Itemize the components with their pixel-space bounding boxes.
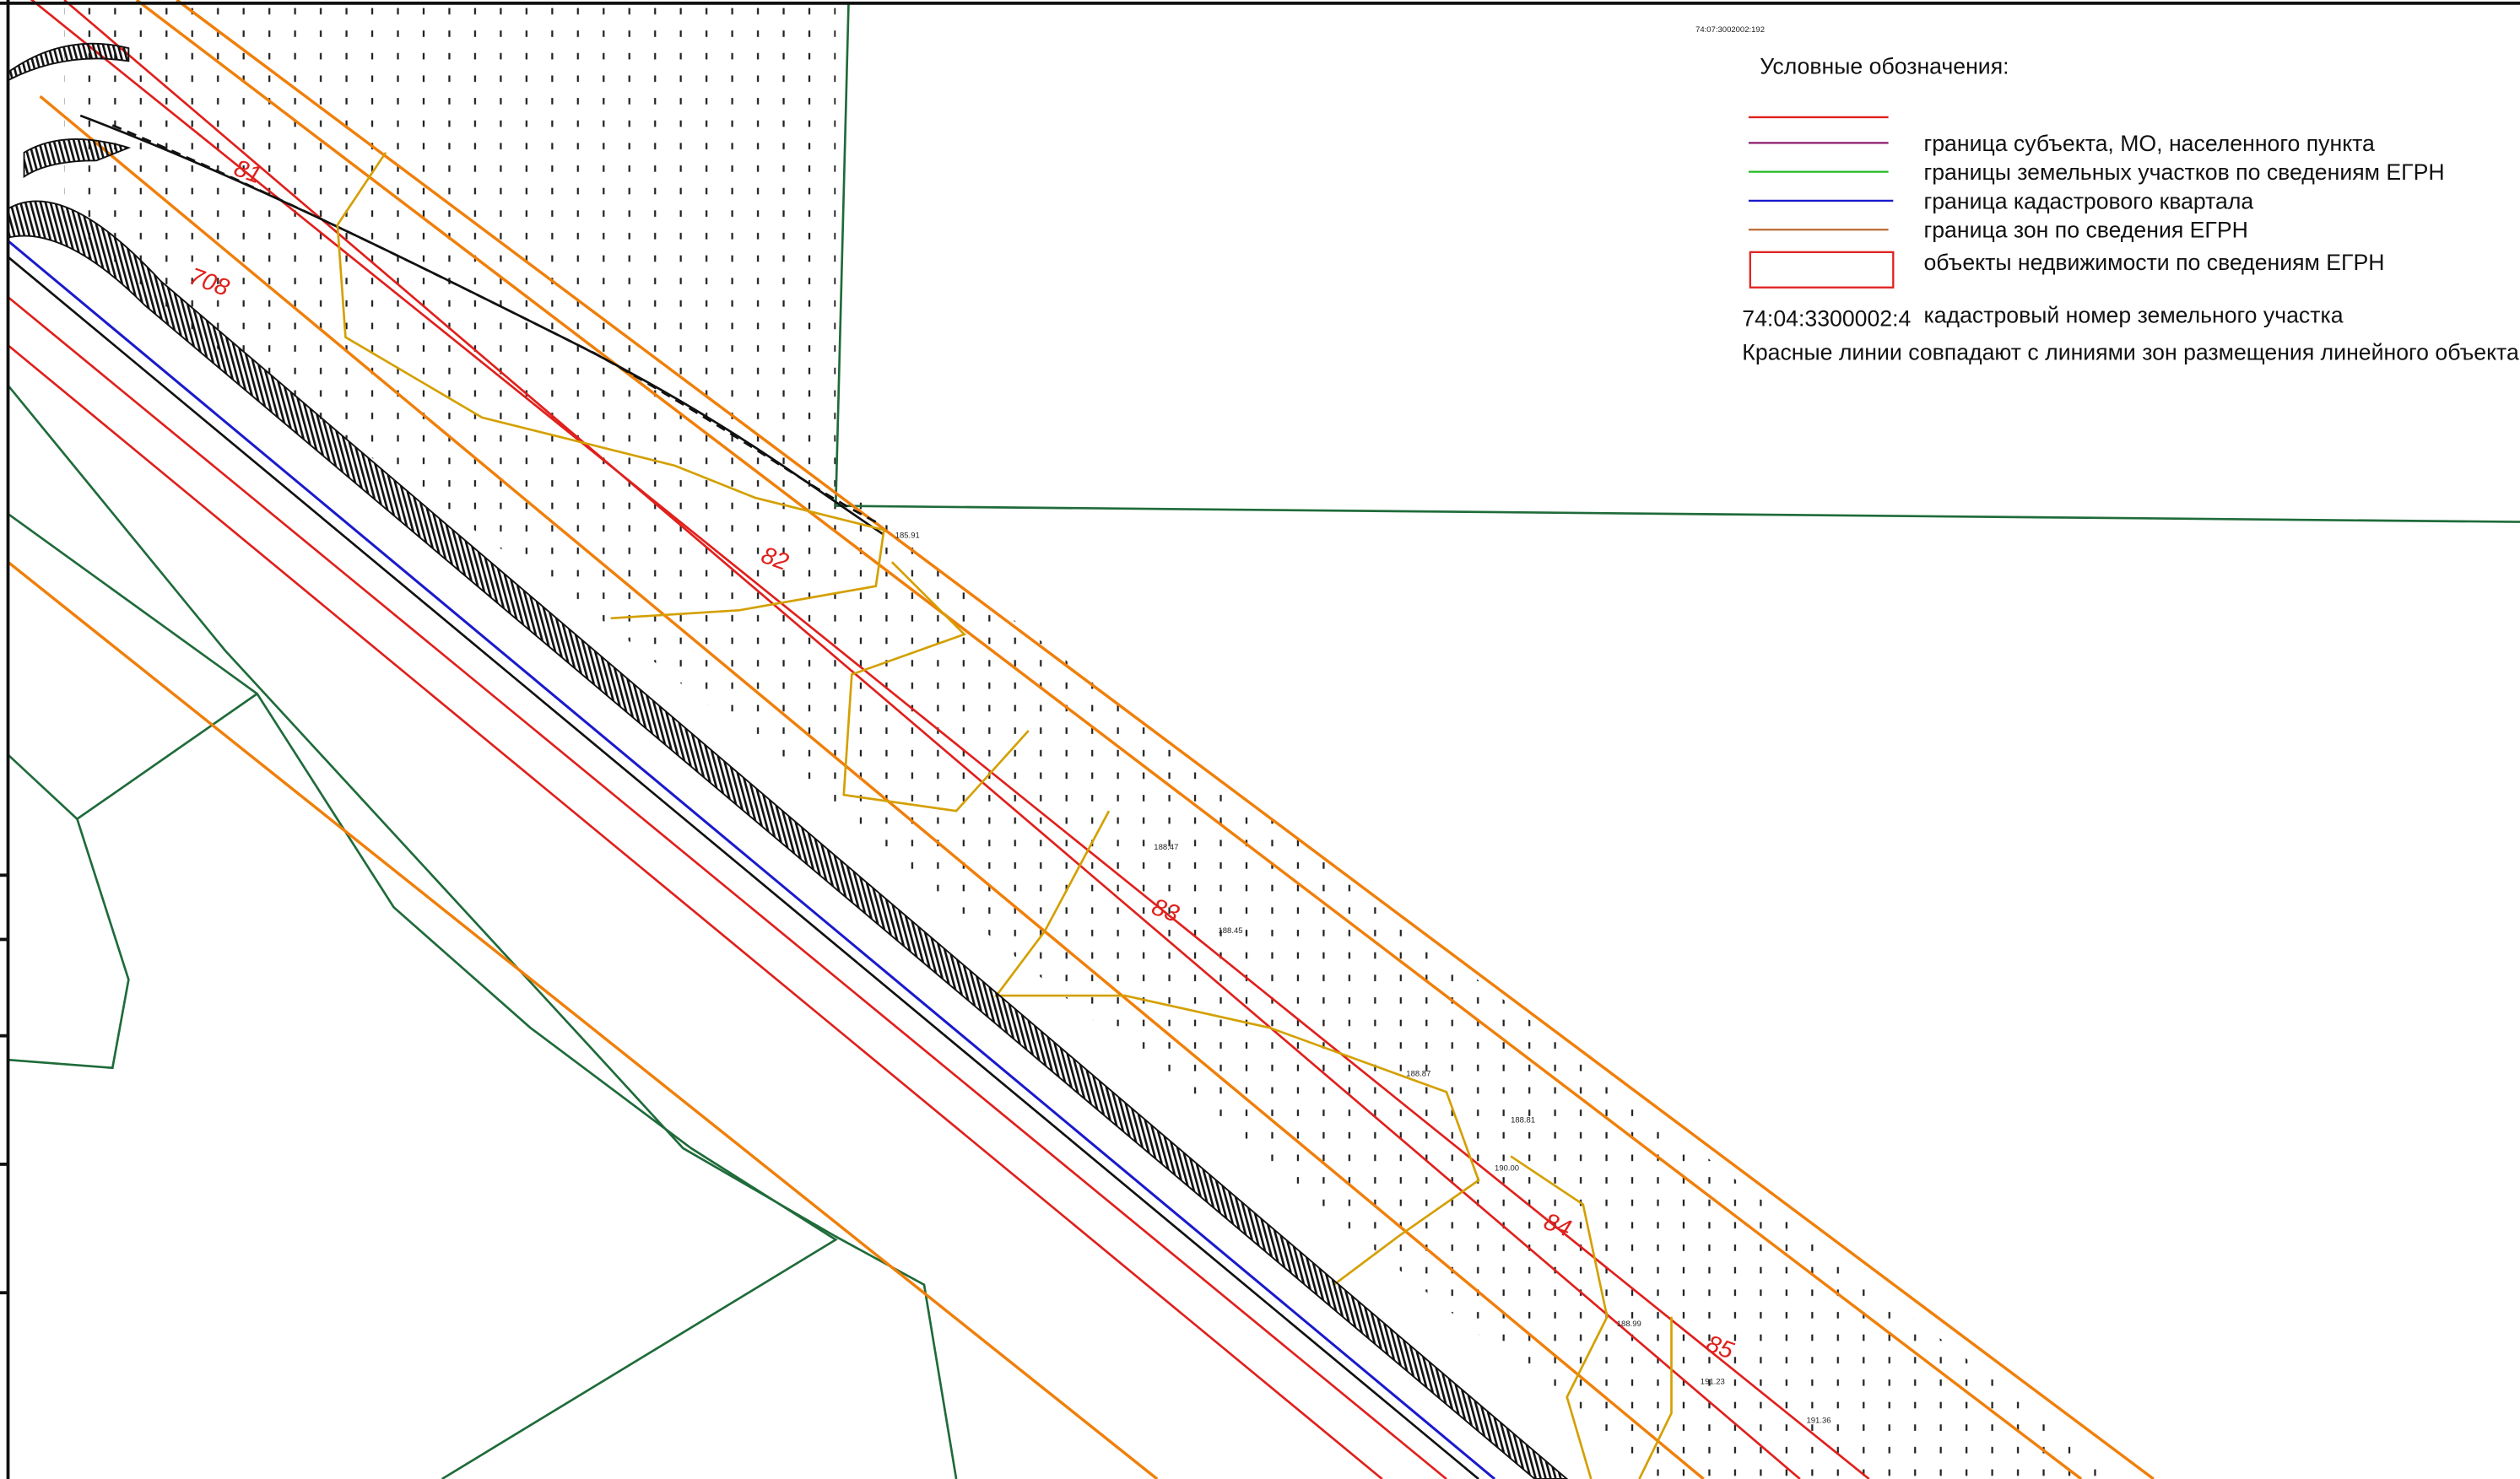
legend-item: границы земельных участков по сведениям … xyxy=(1923,159,2444,185)
elevation: 185.91 xyxy=(895,532,920,541)
legend-item: граница кадастрового квартала xyxy=(1923,188,2253,213)
slope xyxy=(7,200,1569,1479)
slope xyxy=(7,42,132,179)
legend-note: Красные линии совпадают с линиями зон ра… xyxy=(1742,339,2519,364)
elevation: 188.81 xyxy=(1511,1115,1535,1125)
elevation-points: 185.91 188.47 188.45 188.87 188.81 190.0… xyxy=(895,532,1831,1426)
legend-item: объекты недвижимости по сведениям ЕГРН xyxy=(1923,250,2384,275)
elevation: 191.23 xyxy=(1701,1378,1725,1387)
legend-symbols xyxy=(1748,116,1895,289)
legend-title: Условные обозначения: xyxy=(1760,54,2009,79)
cadastral-example: 74:04:3300002:4 xyxy=(1742,305,1911,331)
cadastral-caption: кадастровый номер земельного участка xyxy=(1923,303,2343,328)
legend-item: граница зон по сведения ЕГРН xyxy=(1923,218,2247,243)
sheet-code: 74:07:3002002:192 xyxy=(1695,25,1765,35)
elevation: 191.36 xyxy=(1806,1416,1831,1425)
elevation: 190.00 xyxy=(1495,1164,1519,1174)
elevation: 188.87 xyxy=(1406,1069,1430,1078)
elevation: 188.99 xyxy=(1617,1320,1641,1329)
legend-item: граница субъекта, МО, населенного пункта xyxy=(1923,131,2375,156)
elevation: 188.45 xyxy=(1218,926,1242,936)
elevation: 188.47 xyxy=(1154,843,1178,852)
